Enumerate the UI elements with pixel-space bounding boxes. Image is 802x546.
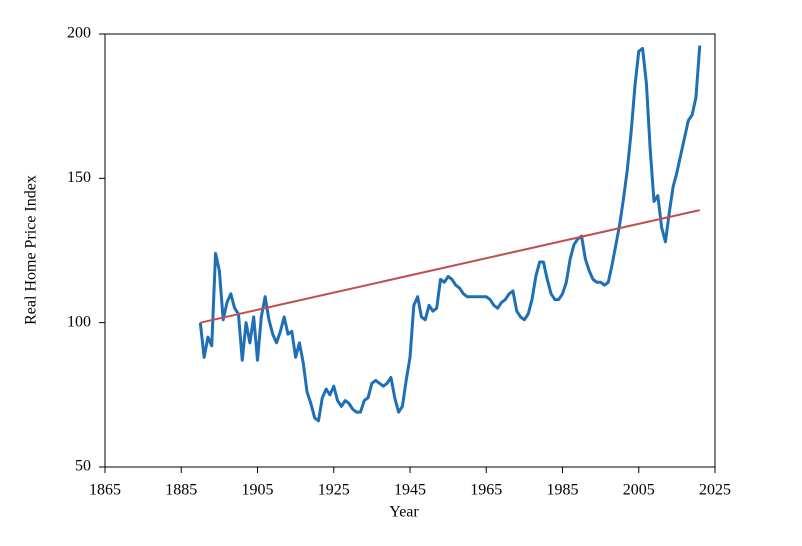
y-axis-label: Real Home Price Index — [23, 175, 40, 325]
x-tick-label: 2025 — [699, 482, 731, 499]
x-tick-label: 1865 — [89, 482, 121, 499]
x-tick-label: 1945 — [394, 482, 426, 499]
x-tick-label: 1925 — [318, 482, 350, 499]
series-line — [200, 209, 700, 324]
x-tick-label: 1905 — [242, 482, 274, 499]
y-tick-label: 150 — [67, 169, 91, 186]
y-tick-label: 50 — [75, 458, 91, 475]
plot-frame — [104, 33, 716, 468]
x-tick-label: 1885 — [165, 482, 197, 499]
y-tick-label: 200 — [67, 25, 91, 42]
y-tick-label: 100 — [67, 313, 91, 330]
x-axis-label: Year — [389, 504, 419, 521]
series-line — [198, 45, 702, 423]
x-tick-label: 1985 — [547, 482, 579, 499]
x-tick-label: 1965 — [470, 482, 502, 499]
x-tick-label: 2005 — [623, 482, 655, 499]
